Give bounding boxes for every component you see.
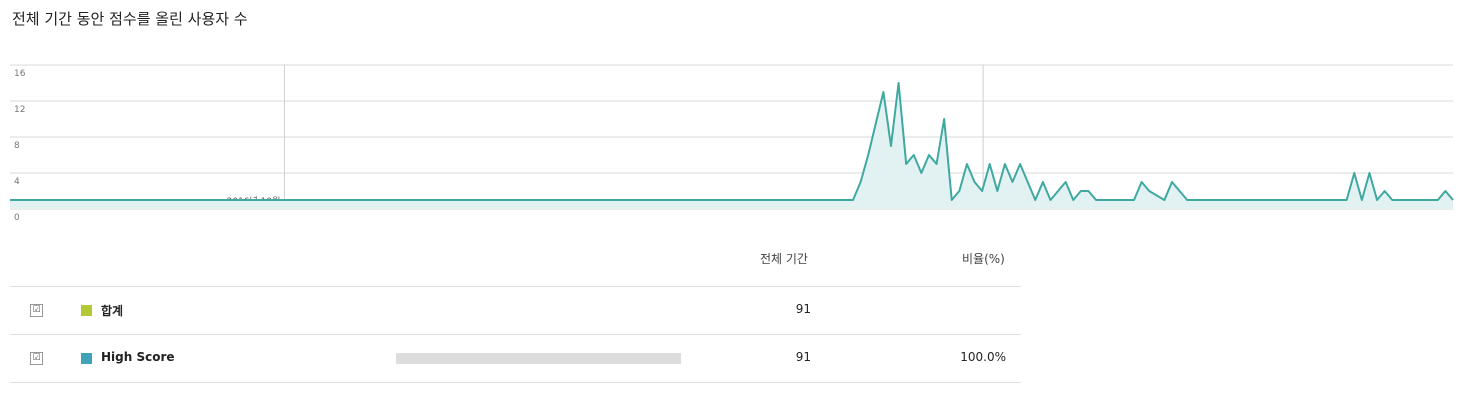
row-value-total: 91	[795, 302, 811, 316]
chart-title: 전체 기간 동안 점수를 올린 사용자 수	[12, 10, 248, 28]
table-row-high-score: ☑ High Score 91 100.0%	[10, 334, 1021, 383]
row-label-high-score: High Score	[101, 350, 175, 364]
y-tick-label-0: 0	[14, 213, 20, 223]
row-value-high-score: 91	[795, 350, 811, 364]
header-period: 전체 기간	[760, 252, 808, 266]
series-line-high-score	[10, 82, 1454, 201]
row-percent-high-score: 100.0%	[960, 350, 1006, 364]
y-tick-label-12: 12	[14, 105, 25, 115]
y-tick-label-4: 4	[14, 177, 20, 187]
header-ratio: 비율(%)	[962, 252, 1005, 266]
series-area-high-score	[10, 83, 1453, 209]
line-chart: 04812162016년 10월2017년 1월	[10, 64, 1454, 223]
checkbox-high-score[interactable]: ☑	[30, 352, 43, 365]
ratio-bar	[396, 353, 681, 364]
swatch-high-score	[81, 353, 92, 364]
y-tick-label-8: 8	[14, 141, 20, 151]
y-tick-label-16: 16	[14, 69, 26, 79]
swatch-total	[81, 305, 92, 316]
table-row-total: ☑ 합계 91	[10, 286, 1021, 334]
row-label-total: 합계	[101, 304, 124, 318]
checkbox-total[interactable]: ☑	[30, 304, 43, 317]
